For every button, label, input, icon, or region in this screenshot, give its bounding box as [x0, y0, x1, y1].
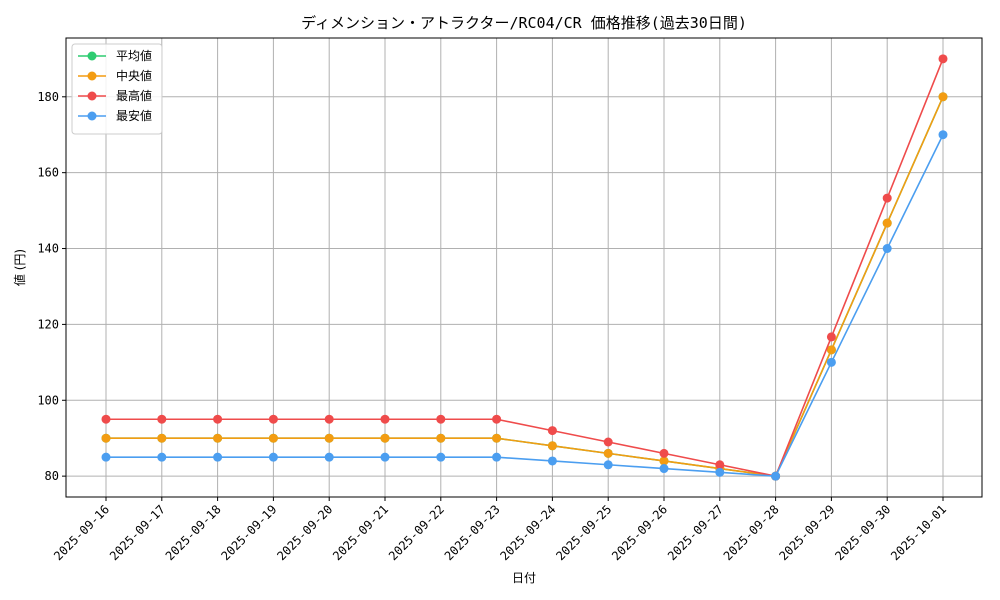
data-point — [213, 414, 223, 424]
data-point — [659, 456, 669, 466]
data-point — [380, 452, 390, 462]
y-axis-label: 値 (円) — [12, 249, 27, 286]
data-point — [603, 437, 613, 447]
legend-marker — [87, 51, 97, 61]
data-point — [492, 452, 502, 462]
data-point — [938, 92, 948, 102]
x-axis-label: 日付 — [512, 571, 536, 585]
legend-item: 中央値 — [78, 68, 152, 83]
data-point — [324, 433, 334, 443]
data-point — [436, 414, 446, 424]
data-point — [101, 452, 111, 462]
data-point — [826, 345, 836, 355]
data-point — [547, 426, 557, 436]
series-line — [106, 58, 944, 477]
legend-label: 最安値 — [116, 108, 152, 123]
data-point — [938, 130, 948, 140]
data-point — [492, 433, 502, 443]
legend-marker — [87, 91, 97, 101]
legend-label: 中央値 — [116, 68, 152, 83]
data-point — [603, 460, 613, 470]
data-point — [938, 54, 948, 64]
data-point — [882, 218, 892, 228]
y-tick-label: 80 — [45, 469, 59, 483]
y-axis-ticks: 80 100 120 140 160 180 — [37, 90, 66, 483]
legend-marker — [87, 71, 97, 81]
data-point — [157, 452, 167, 462]
series-line — [106, 96, 944, 477]
data-point — [882, 193, 892, 203]
y-tick-label: 180 — [37, 90, 59, 104]
data-point — [547, 456, 557, 466]
data-point — [268, 452, 278, 462]
data-point — [101, 433, 111, 443]
y-tick-label: 140 — [37, 242, 59, 256]
data-point — [771, 471, 781, 481]
y-tick-label: 120 — [37, 317, 59, 331]
data-point — [659, 448, 669, 458]
series-2 — [101, 54, 948, 481]
data-point — [380, 433, 390, 443]
data-point — [715, 460, 725, 470]
plot-area-frame — [65, 37, 983, 498]
y-tick-label: 160 — [37, 166, 59, 180]
legend-item: 最安値 — [78, 108, 152, 123]
data-point — [213, 452, 223, 462]
data-point — [603, 448, 613, 458]
series-3 — [101, 130, 948, 481]
legend-label: 平均値 — [116, 48, 152, 63]
data-point — [157, 433, 167, 443]
data-point — [715, 467, 725, 477]
data-point — [101, 414, 111, 424]
legend-box — [71, 43, 163, 135]
data-point — [268, 414, 278, 424]
data-point — [380, 414, 390, 424]
data-point — [324, 452, 334, 462]
data-series — [101, 54, 948, 481]
legend-item: 平均値 — [78, 48, 152, 63]
data-point — [268, 433, 278, 443]
data-point — [659, 464, 669, 474]
data-point — [547, 441, 557, 451]
y-tick-label: 100 — [37, 393, 59, 407]
data-point — [826, 357, 836, 367]
data-point — [213, 433, 223, 443]
chart-title: ディメンション・アトラクター/RC04/CR 価格推移(過去30日間) — [301, 14, 747, 32]
legend-label: 最高値 — [116, 88, 152, 103]
data-point — [436, 433, 446, 443]
data-point — [826, 332, 836, 342]
data-point — [492, 414, 502, 424]
legend-item: 最高値 — [78, 88, 152, 103]
legend-marker — [87, 111, 97, 121]
data-point — [324, 414, 334, 424]
series-line — [106, 134, 944, 477]
data-point — [157, 414, 167, 424]
data-point — [882, 244, 892, 254]
data-point — [436, 452, 446, 462]
